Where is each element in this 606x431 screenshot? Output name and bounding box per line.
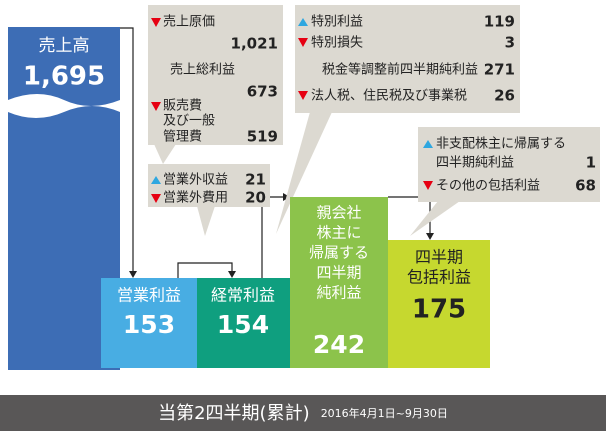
sales-label: 売上高	[39, 36, 90, 56]
callout-value: 3	[505, 34, 515, 52]
bar	[101, 278, 197, 368]
callout-value: 271	[484, 61, 515, 79]
bar-value: 153	[123, 310, 175, 339]
callout-value: 20	[245, 189, 266, 207]
callout-label: その他の包括利益	[436, 179, 540, 194]
callout-value: 68	[575, 177, 596, 195]
footer-title: 当第2四半期(累計)	[158, 403, 310, 424]
bar-label: 四半期	[415, 248, 463, 267]
callout-value: 26	[494, 87, 515, 105]
callout-label: 特別損失	[311, 36, 363, 51]
callout-value: 21	[245, 171, 266, 189]
bar-label: 包括利益	[407, 268, 471, 287]
callout-boxes	[148, 5, 600, 236]
callout-value: 119	[484, 13, 515, 31]
callout-label: 四半期純利益	[436, 156, 514, 171]
bar	[388, 240, 490, 368]
callout-label: 管理費	[163, 130, 202, 145]
callout-label: 法人税、住民税及び事業税	[311, 88, 467, 104]
bar-value: 242	[313, 330, 365, 359]
break-wave	[8, 94, 120, 118]
callout-value: 673	[247, 83, 278, 101]
bar-label: 経常利益	[211, 286, 275, 305]
bar-label: 帰属する	[309, 244, 369, 262]
bar-label: 親会社	[316, 204, 361, 222]
bar-value: 175	[412, 295, 466, 325]
callout-label: 売上原価	[163, 14, 215, 30]
bar	[290, 197, 388, 368]
callout-value: 519	[247, 128, 278, 146]
footer-bar	[0, 395, 606, 431]
callout-label: 営業外収益	[163, 172, 228, 188]
callout-value: 1	[586, 154, 596, 172]
callout-label: 営業外費用	[163, 190, 228, 206]
callout-label: 特別利益	[311, 15, 363, 30]
sales-value: 1,695	[23, 62, 105, 92]
callout-label: 売上総利益	[170, 62, 235, 78]
bar-label: 純利益	[316, 284, 361, 302]
callout-label: 販売費	[163, 98, 202, 114]
triangles	[151, 18, 433, 203]
footer-period: 2016年4月1日~9月30日	[321, 406, 448, 420]
bar-value: 154	[217, 310, 269, 339]
bar-label: 株主に	[316, 224, 361, 242]
callout-label: 税金等調整前四半期純利益	[322, 62, 478, 78]
footer-text: 当第2四半期(累計) 2016年4月1日~9月30日	[158, 403, 448, 424]
callout-label: 及び一般	[163, 113, 215, 129]
callout-label: 非支配株主に帰属する	[436, 136, 566, 152]
bar-label: 四半期	[316, 264, 361, 282]
bar-label: 営業利益	[117, 286, 181, 305]
bar	[197, 278, 290, 368]
callout-value: 1,021	[231, 35, 278, 53]
